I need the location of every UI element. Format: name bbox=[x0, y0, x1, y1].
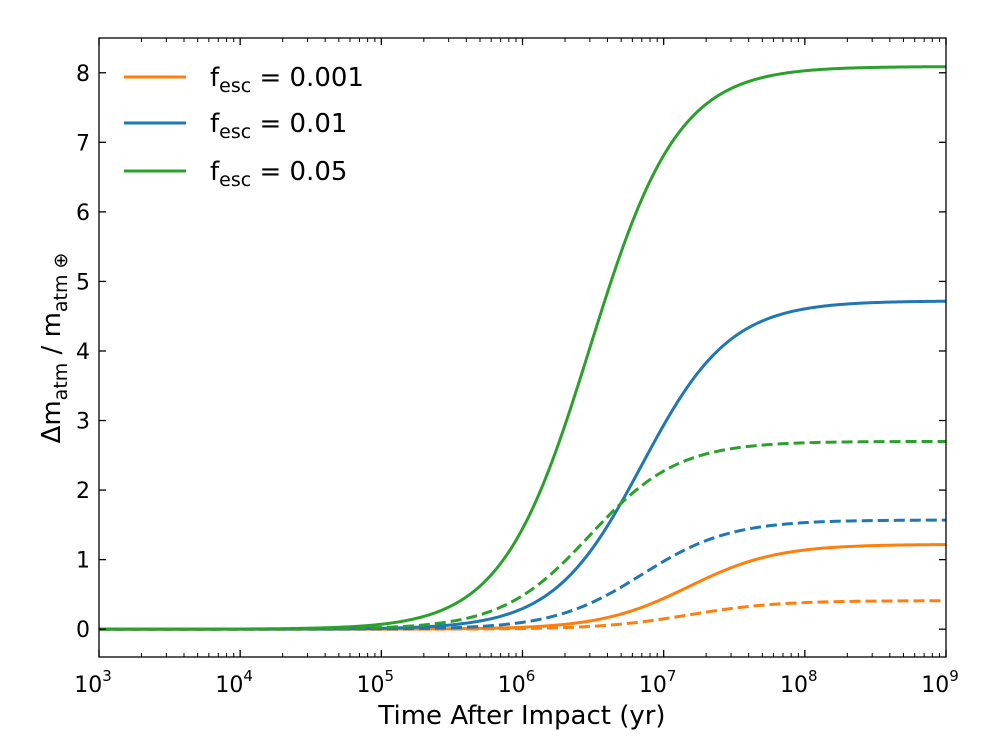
x-tick-label-4: 107 bbox=[639, 667, 677, 698]
plot-frame bbox=[98, 37, 947, 658]
legend-label-0-01: fesc = 0.01 bbox=[210, 109, 347, 143]
y-tick-label-6: 6 bbox=[76, 201, 90, 226]
legend-label-0-001: fesc = 0.001 bbox=[210, 63, 364, 97]
x-tick-label-1: 104 bbox=[215, 667, 253, 698]
y-tick-label-1: 1 bbox=[76, 549, 90, 574]
x-tick-label-3: 106 bbox=[498, 667, 536, 698]
series-layer bbox=[99, 65, 946, 631]
y-axis-title-middle: / m bbox=[37, 312, 67, 363]
y-axis-title-prefix: Δm bbox=[37, 400, 67, 443]
x-tick-label-2: 105 bbox=[357, 667, 395, 698]
series-line-3 bbox=[99, 599, 946, 631]
legend-label-0-05: fesc = 0.05 bbox=[210, 157, 347, 191]
y-axis-title-sub: atm bbox=[50, 363, 72, 401]
y-tick-label-8: 8 bbox=[76, 62, 90, 87]
y-axis-title-sub2: atm ⊕ bbox=[50, 253, 72, 313]
x-axis-title: Time After Impact (yr) bbox=[377, 701, 665, 731]
x-tick-label-0: 103 bbox=[74, 667, 112, 698]
y-tick-label-7: 7 bbox=[76, 131, 90, 156]
series-line-2 bbox=[99, 65, 946, 631]
y-tick-label-0: 0 bbox=[76, 618, 90, 643]
legend: fesc = 0.001 fesc = 0.01 fesc = 0.05 bbox=[124, 63, 364, 191]
y-tick-label-5: 5 bbox=[76, 270, 90, 295]
y-tick-labels: 0 1 2 3 4 5 6 7 8 bbox=[76, 62, 90, 643]
y-axis-title: Δmatm / matm ⊕ bbox=[37, 253, 72, 444]
series-line-4 bbox=[99, 518, 946, 631]
x-tick-label-5: 108 bbox=[780, 667, 818, 698]
y-tick-label-4: 4 bbox=[76, 340, 90, 365]
x-tick-labels: 103 104 105 106 107 108 109 bbox=[74, 667, 959, 698]
x-tick-label-6: 109 bbox=[921, 667, 959, 698]
y-tick-label-3: 3 bbox=[76, 410, 90, 435]
y-tick-label-2: 2 bbox=[76, 479, 90, 504]
